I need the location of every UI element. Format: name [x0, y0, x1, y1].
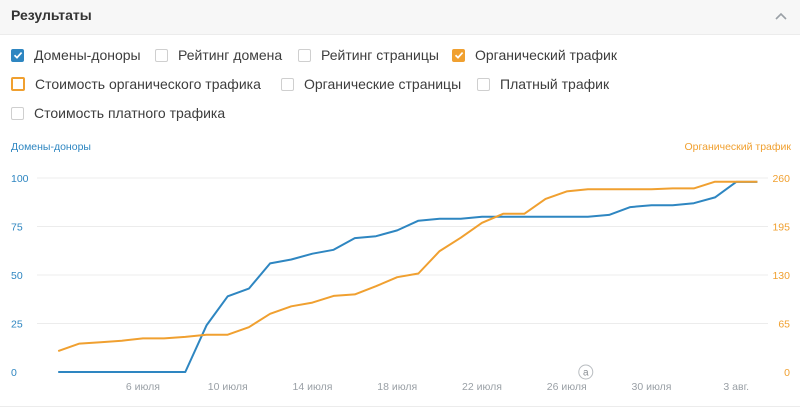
checkbox[interactable]	[477, 77, 490, 91]
option-referring-domains[interactable]: Домены-доноры	[11, 45, 141, 65]
y-right-tick-label: 195	[772, 222, 790, 234]
chart-grid	[37, 177, 768, 324]
x-tick-label: 26 июля	[547, 381, 587, 393]
series-lines	[57, 180, 758, 373]
option-paid-traffic[interactable]: Платный трафик	[477, 74, 609, 94]
section-title: Результаты	[11, 7, 92, 23]
option-domain-rating[interactable]: Рейтинг домена	[155, 45, 282, 65]
option-label: Рейтинг страницы	[321, 47, 439, 63]
x-axis: 6 июля 10 июля 14 июля 18 июля 22 июля 26 июл…	[126, 381, 749, 393]
checkbox[interactable]	[11, 48, 24, 62]
results-header[interactable]: Результаты	[0, 0, 800, 35]
y-right-tick-label: 130	[772, 270, 790, 282]
option-label: Стоимость органического трафика	[35, 76, 261, 92]
divider	[0, 406, 800, 407]
x-tick-label: 3 авг.	[723, 381, 749, 393]
x-tick-label: 6 июля	[126, 381, 160, 393]
annotation-label: a	[583, 368, 589, 379]
checkbox[interactable]	[298, 48, 311, 62]
y-left-tick-label: 75	[11, 222, 23, 234]
option-url-rating[interactable]: Рейтинг страницы	[298, 45, 439, 65]
left-y-axis: 0 25 50 75 100	[11, 173, 29, 379]
option-label: Органические страницы	[304, 76, 462, 92]
option-organic-pages[interactable]: Органические страницы	[281, 74, 461, 94]
option-label: Стоимость платного трафика	[34, 105, 226, 121]
line-chart[interactable]: 0 25 50 75 100 0 65 130 195 260 6 июля 10 июля 14 …	[0, 150, 800, 400]
x-tick-label: 14 июля	[292, 381, 332, 393]
y-right-tick-label: 0	[784, 367, 790, 379]
option-organic-traffic[interactable]: Органический трафик	[452, 45, 617, 65]
y-left-tick-label: 25	[11, 319, 23, 331]
checkbox[interactable]	[11, 77, 25, 91]
option-paid-traffic-value[interactable]: Стоимость платного трафика	[11, 103, 225, 123]
y-left-tick-label: 50	[11, 270, 23, 282]
checkbox[interactable]	[281, 77, 294, 91]
y-right-tick-label: 65	[778, 319, 790, 331]
series-line-organic-traffic	[57, 180, 758, 353]
checkbox[interactable]	[155, 48, 168, 62]
left-axis-title: Домены-доноры	[11, 141, 91, 153]
x-tick-label: 22 июля	[462, 381, 502, 393]
x-tick-label: 18 июля	[377, 381, 417, 393]
option-organic-traffic-value[interactable]: Стоимость органического трафика	[11, 74, 261, 94]
annotation-marker: a	[578, 364, 594, 380]
right-axis-title: Органический трафик	[684, 141, 792, 153]
y-left-tick-label: 0	[11, 367, 17, 379]
option-label: Домены-доноры	[34, 47, 141, 63]
series-line-referring-domains	[58, 180, 758, 373]
option-label: Органический трафик	[475, 47, 617, 63]
right-y-axis: 0 65 130 195 260	[772, 173, 790, 379]
checkbox[interactable]	[11, 106, 24, 120]
y-left-tick-label: 100	[11, 173, 29, 185]
option-label: Платный трафик	[500, 76, 610, 92]
x-tick-label: 10 июля	[208, 381, 248, 393]
x-tick-label: 30 июля	[632, 381, 672, 393]
y-right-tick-label: 260	[772, 173, 790, 185]
option-label: Рейтинг домена	[178, 47, 283, 63]
checkbox[interactable]	[452, 48, 465, 62]
chevron-up-icon[interactable]	[772, 8, 790, 26]
annotation-circle	[578, 364, 594, 380]
